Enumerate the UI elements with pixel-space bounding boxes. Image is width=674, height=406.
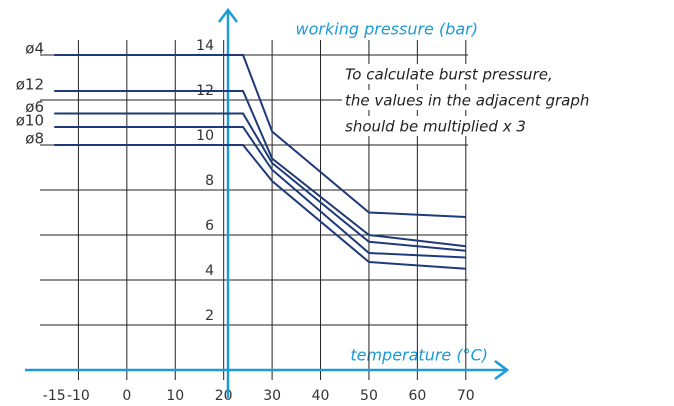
series-line: [54, 90, 466, 248]
x-tick-label: 50: [360, 388, 378, 404]
x-tick-label: 0: [122, 388, 131, 404]
x-axis-arrow: [494, 360, 510, 380]
y-tick-label: 10: [196, 128, 214, 144]
note-bg: [342, 116, 672, 136]
series-label: ø10: [16, 112, 44, 130]
series-label: ø12: [16, 76, 44, 94]
y-tick-label: 4: [205, 263, 214, 279]
y-tick-label: 14: [196, 38, 214, 54]
series-label: ø8: [25, 130, 44, 148]
series-line: [54, 54, 466, 218]
x-tick-label: 30: [263, 388, 281, 404]
annotation: the values in the adjacent graph: [345, 92, 589, 110]
series-line: [54, 144, 466, 270]
y-axis-arrow: [218, 7, 238, 23]
y-tick-label: 6: [205, 218, 214, 234]
x-tick-label: 60: [408, 388, 426, 404]
series-label: ø6: [25, 98, 44, 116]
x-tick-label: 10: [166, 388, 184, 404]
x-tick-label: 40: [312, 388, 330, 404]
x-tick-label: 70: [457, 388, 475, 404]
annotation: should be multiplied x 3: [345, 118, 526, 136]
y-tick-label: 2: [205, 308, 214, 324]
note-bg: [342, 64, 672, 84]
y-axis-label: working pressure (bar): [296, 20, 478, 39]
annotation: To calculate burst pressure,: [345, 66, 553, 84]
note-bg: [342, 90, 672, 110]
series-label: ø4: [25, 40, 44, 58]
series-line: [54, 112, 466, 252]
x-axis-label: temperature (°C): [350, 346, 488, 365]
series-line: [54, 126, 466, 259]
x-tick-label: 20: [215, 388, 233, 404]
x-tick-label: -10: [67, 388, 90, 404]
y-tick-label: 8: [205, 173, 214, 189]
x-tick-label: -15: [43, 388, 66, 404]
